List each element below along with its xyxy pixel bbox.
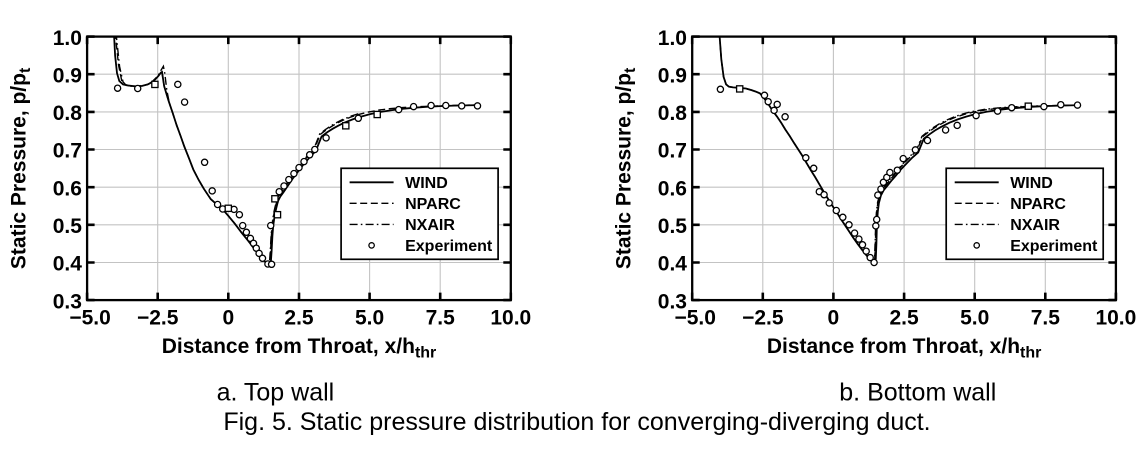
svg-text:0.3: 0.3	[658, 290, 687, 313]
svg-text:0.8: 0.8	[658, 102, 688, 125]
svg-text:1.0: 1.0	[658, 27, 687, 50]
svg-text:0.4: 0.4	[658, 253, 688, 276]
svg-text:10.0: 10.0	[490, 307, 531, 330]
svg-text:0.5: 0.5	[53, 215, 83, 238]
svg-text:Static Pressure, p/pt: Static Pressure, p/pt	[613, 67, 640, 269]
svg-text:Experiment: Experiment	[405, 238, 493, 255]
svg-text:NPARC: NPARC	[1010, 196, 1066, 213]
svg-text:−2.5: −2.5	[137, 307, 179, 330]
svg-text:0.7: 0.7	[53, 140, 82, 163]
svg-text:1.0: 1.0	[53, 27, 82, 50]
svg-text:Distance from Throat, x/hthr: Distance from Throat, x/hthr	[767, 335, 1042, 362]
svg-text:7.5: 7.5	[1031, 307, 1061, 330]
svg-text:WIND: WIND	[1010, 175, 1053, 192]
svg-text:2.5: 2.5	[284, 307, 314, 330]
svg-text:0.9: 0.9	[658, 64, 687, 87]
svg-text:a. Top wall: a. Top wall	[217, 379, 335, 407]
svg-text:Experiment: Experiment	[1010, 238, 1098, 255]
svg-text:NXAIR: NXAIR	[405, 217, 455, 234]
svg-text:NXAIR: NXAIR	[1010, 217, 1060, 234]
svg-text:Fig. 5. Static pressure distri: Fig. 5. Static pressure distribution for…	[223, 408, 930, 436]
svg-text:5.0: 5.0	[355, 307, 384, 330]
svg-text:0.4: 0.4	[53, 253, 83, 276]
svg-text:Static Pressure, p/pt: Static Pressure, p/pt	[8, 67, 34, 269]
svg-text:−5.0: −5.0	[674, 307, 715, 330]
svg-text:0.8: 0.8	[53, 102, 83, 125]
svg-text:10.0: 10.0	[1095, 307, 1136, 330]
svg-text:−2.5: −2.5	[742, 307, 784, 330]
svg-text:0: 0	[222, 307, 234, 330]
svg-text:NPARC: NPARC	[405, 196, 461, 213]
svg-text:5.0: 5.0	[960, 307, 989, 330]
svg-text:WIND: WIND	[405, 175, 448, 192]
svg-text:b. Bottom wall: b. Bottom wall	[839, 379, 996, 407]
svg-text:0.7: 0.7	[658, 140, 687, 163]
svg-text:Distance from Throat, x/hthr: Distance from Throat, x/hthr	[162, 335, 437, 362]
svg-text:0.3: 0.3	[53, 290, 82, 313]
svg-text:0.5: 0.5	[658, 215, 688, 238]
svg-text:0: 0	[828, 307, 840, 330]
svg-text:2.5: 2.5	[889, 307, 919, 330]
svg-text:0.9: 0.9	[53, 64, 82, 87]
svg-text:0.6: 0.6	[53, 177, 82, 200]
svg-text:0.6: 0.6	[658, 177, 687, 200]
svg-text:−5.0: −5.0	[69, 307, 110, 330]
svg-text:7.5: 7.5	[426, 307, 456, 330]
